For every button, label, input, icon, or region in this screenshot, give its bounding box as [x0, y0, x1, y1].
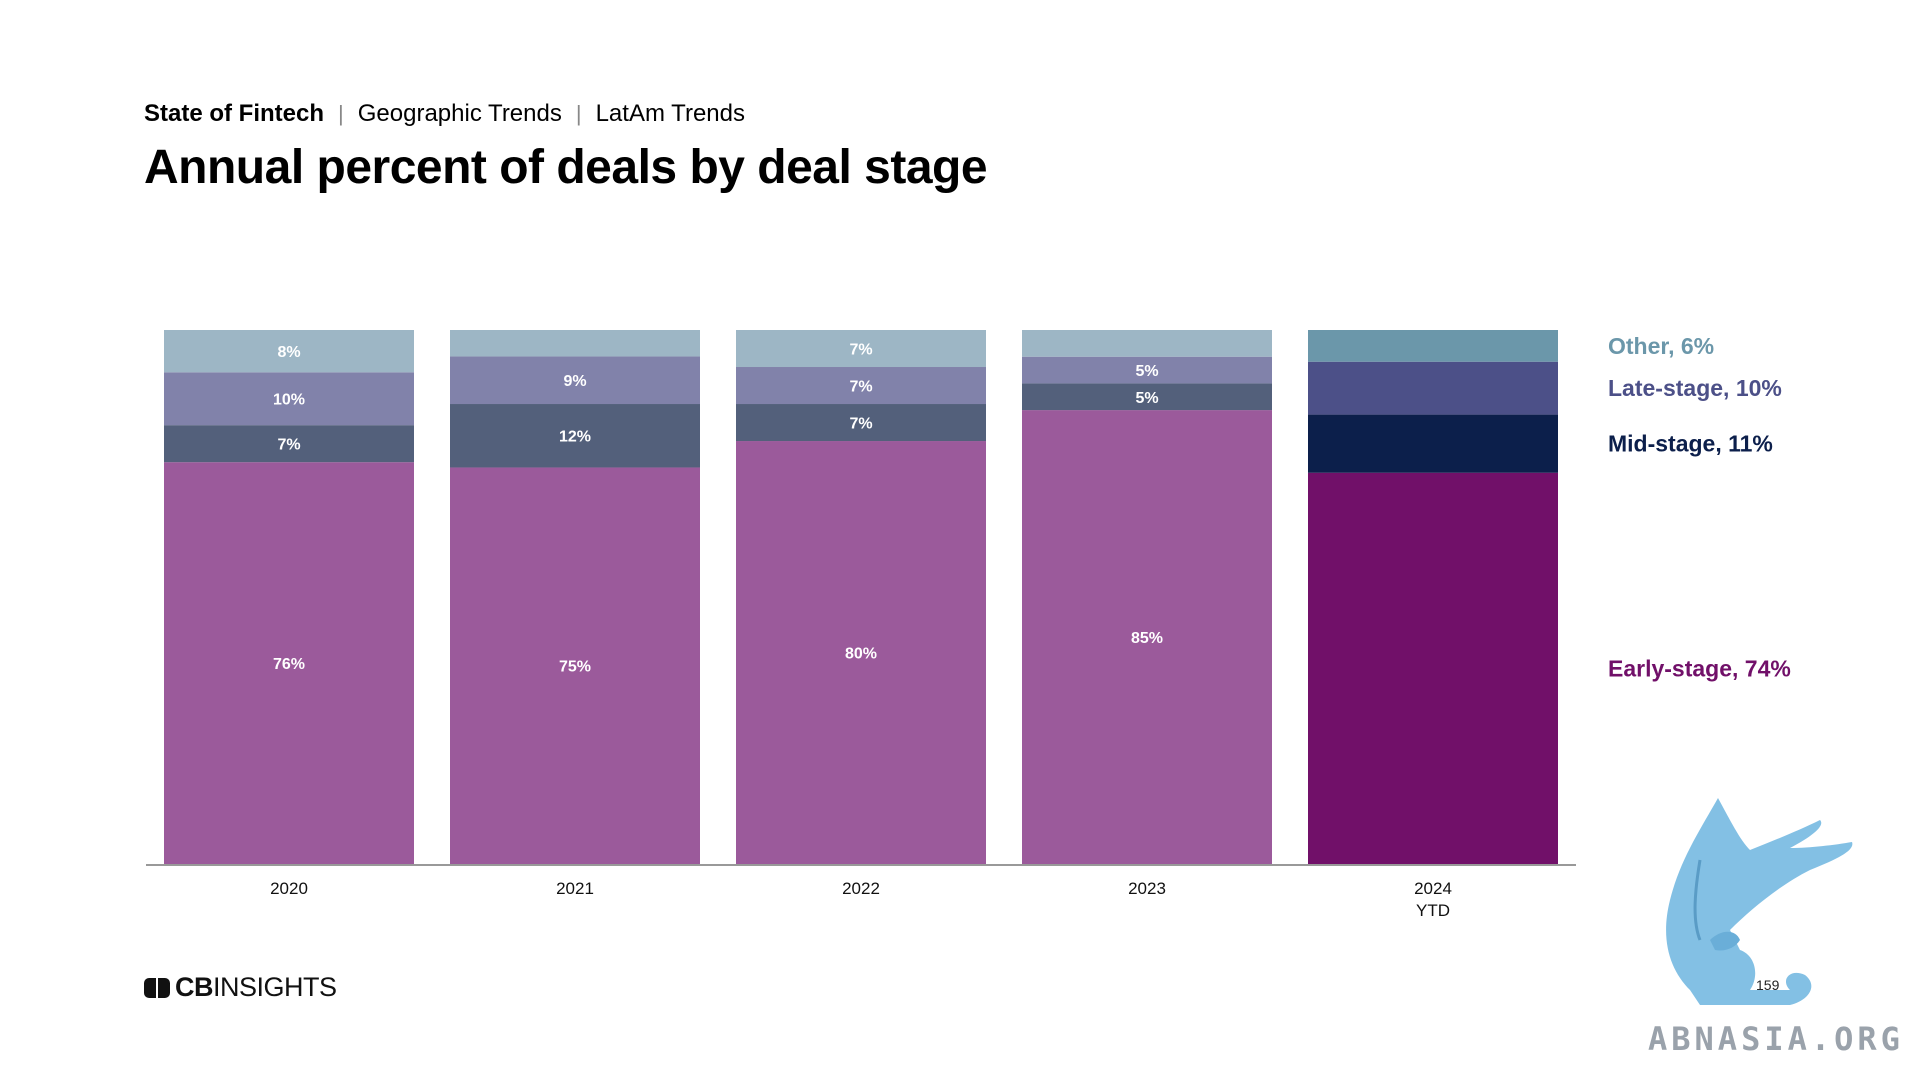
bar-segment-mid-stage-1 [450, 404, 700, 468]
data-label: 7% [849, 342, 872, 359]
page-number: 159 [1756, 977, 1780, 993]
x-tick-label: YTD [1416, 901, 1450, 920]
data-label: 7% [849, 416, 872, 433]
data-label: 9% [563, 373, 586, 390]
legend-label: Early-stage, 74% [1608, 655, 1791, 681]
page-title: Annual percent of deals by deal stage [144, 141, 988, 194]
bar-segment-early-stage-1 [450, 467, 700, 864]
bar-segment-early-stage-0 [164, 462, 414, 864]
bar-segment-early-stage-3 [1022, 410, 1272, 864]
data-label: 7% [849, 379, 872, 396]
x-tick-label: 2024 [1414, 879, 1452, 898]
data-label: 8% [277, 344, 300, 361]
cb-insights-logo: CBINSIGHTS [144, 972, 337, 1003]
bar-segment-late-stage-3 [1022, 356, 1272, 384]
data-label: 85% [1131, 630, 1163, 647]
bar-segment-other-0 [164, 330, 414, 373]
bar-segment-mid-stage-3 [1022, 383, 1272, 411]
data-label: 12% [559, 429, 591, 446]
breadcrumb-separator: | [575, 101, 582, 126]
data-label: 5% [1135, 363, 1158, 380]
legend-label: Late-stage, 10% [1608, 375, 1782, 401]
data-label: 5% [1135, 390, 1158, 407]
breadcrumb-item-report: State of Fintech [144, 100, 325, 127]
breadcrumb-separator: | [338, 101, 344, 126]
data-label: 10% [273, 392, 305, 409]
bar-segment-late-stage-1 [450, 356, 700, 405]
bar-segment-early-stage-2 [736, 441, 986, 864]
legend-label: Mid-stage, 11% [1608, 431, 1773, 457]
bar-segment-other-1 [450, 330, 700, 357]
data-label: 76% [273, 656, 305, 673]
bar-segment-mid-stage-4 [1308, 414, 1558, 473]
bar-segment-other-4 [1308, 330, 1558, 362]
breadcrumb: State of Fintech | Geographic Trends | L… [144, 100, 745, 128]
bar-segment-mid-stage-2 [736, 404, 986, 442]
logo-text: INSIGHTS [213, 972, 337, 1002]
x-tick-label: 2023 [1128, 879, 1166, 898]
logo-text-bold: CB [175, 972, 214, 1002]
breadcrumb-item-section: Geographic Trends [357, 100, 562, 127]
bar-segment-late-stage-4 [1308, 361, 1558, 415]
griffin-watermark-icon [1666, 798, 1853, 1005]
data-label: 80% [845, 646, 877, 663]
bar-segment-other-3 [1022, 330, 1272, 357]
breadcrumb-item-page: LatAm Trends [595, 100, 745, 127]
x-tick-label: 2022 [842, 879, 880, 898]
x-tick-label: 2020 [270, 879, 308, 898]
bar-segment-early-stage-4 [1308, 472, 1558, 864]
bar-segment-late-stage-0 [164, 372, 414, 426]
bar-segment-late-stage-2 [736, 367, 986, 405]
legend-label: Other, 6% [1608, 333, 1714, 359]
data-label: 7% [277, 437, 300, 454]
data-label: 75% [559, 659, 591, 676]
bar-segment-mid-stage-0 [164, 425, 414, 463]
x-tick-label: 2021 [556, 879, 594, 898]
cb-insights-logo-icon [144, 977, 170, 998]
bar-segment-other-2 [736, 330, 986, 368]
watermark-text: ABNASIA.ORG [1648, 1020, 1904, 1058]
